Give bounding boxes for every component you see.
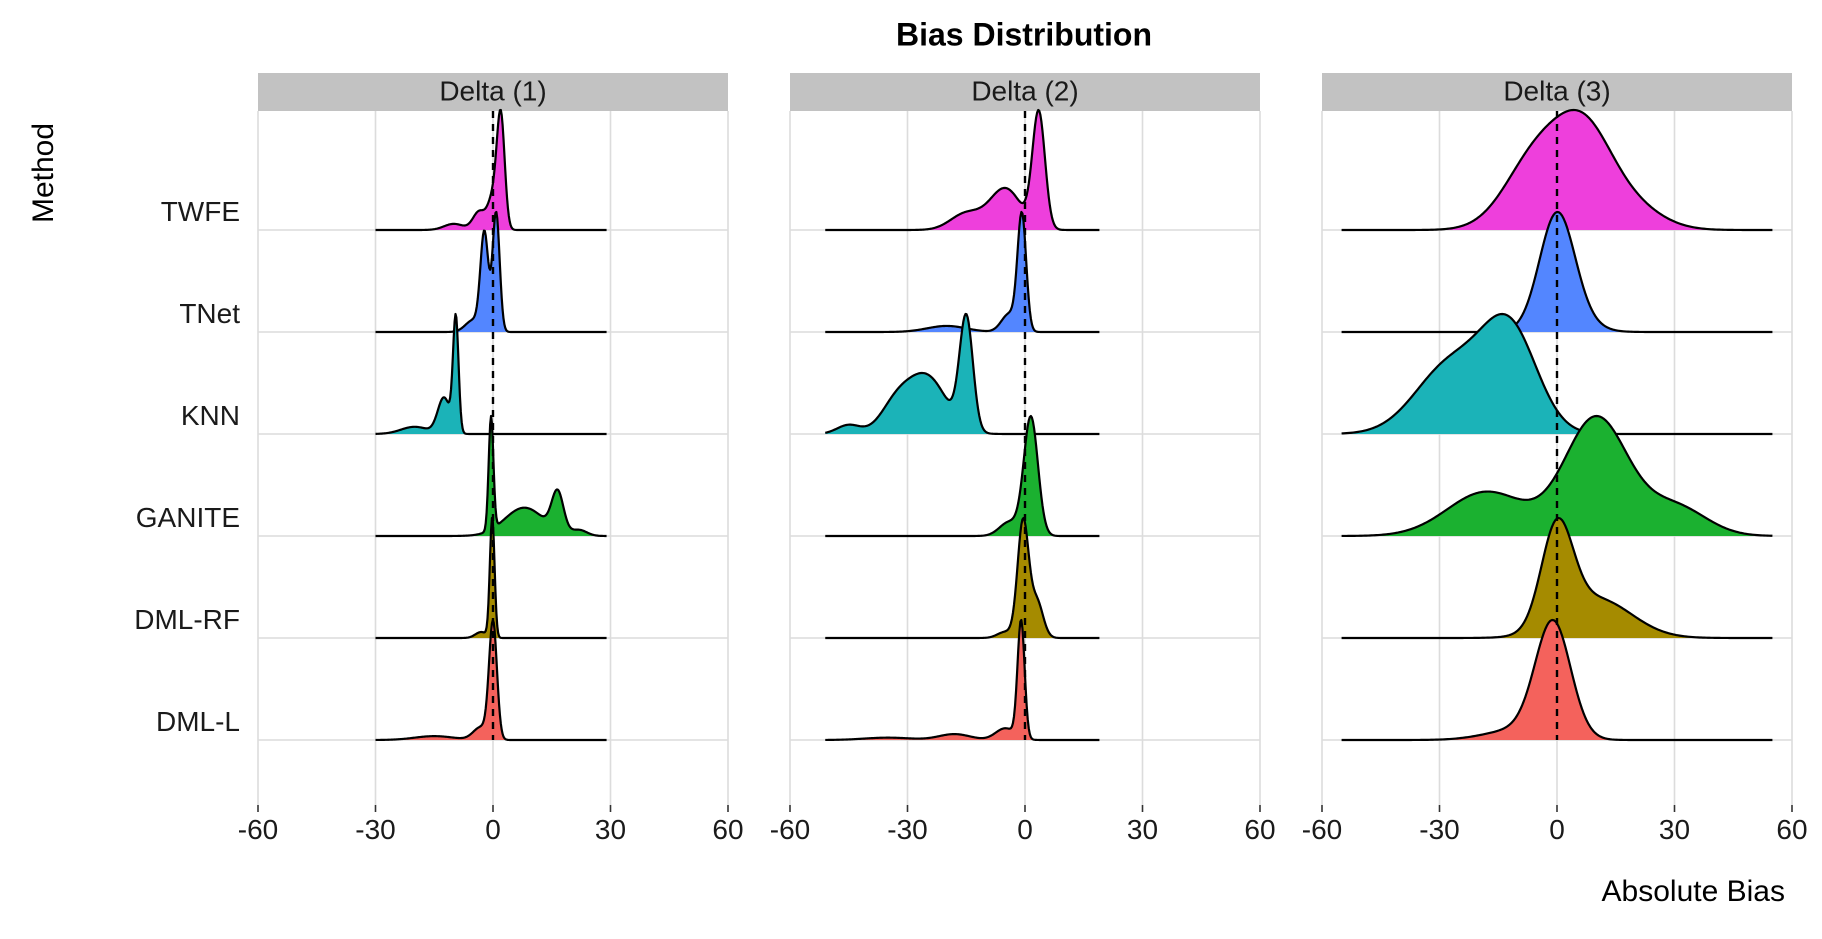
ridge-outline-ganite	[825, 414, 1100, 538]
y-tick-label-dml-l: DML-L	[156, 706, 240, 737]
ridge-outline-dml-l	[375, 618, 607, 742]
ridge-fill-twfe	[825, 110, 1100, 230]
ridge-fill-dml-rf	[375, 518, 607, 638]
x-tick-label: 30	[1127, 814, 1158, 845]
facet-strip-label: Delta (1)	[439, 75, 546, 106]
ridge-ganite	[825, 414, 1100, 538]
y-tick-label-knn: KNN	[181, 400, 240, 431]
ridge-fill-knn	[825, 314, 1100, 434]
ridge-fill-dml-rf	[1341, 518, 1773, 638]
facet-strip	[790, 73, 1260, 111]
facet-strip-label: Delta (2)	[971, 75, 1078, 106]
y-tick-label-twfe: TWFE	[161, 196, 240, 227]
y-tick-label-ganite: GANITE	[136, 502, 240, 533]
ridge-outline-knn	[825, 312, 1100, 436]
x-tick-label: 60	[712, 814, 743, 845]
x-tick-label: 0	[485, 814, 501, 845]
facets: Delta (1) -60 -30 0 30 60 Delta (2) -60 -30 0 30 60…	[238, 73, 1808, 845]
facet-strip	[258, 73, 728, 111]
ridge-fill-dml-rf	[825, 518, 1100, 638]
ridge-outline-dml-rf	[825, 516, 1100, 640]
x-tick-label: -30	[887, 814, 927, 845]
x-tick-label: 30	[595, 814, 626, 845]
y-tick-label-tnet: TNet	[179, 298, 240, 329]
ridge-outline-ganite	[1341, 414, 1773, 538]
x-tick-label: -30	[1419, 814, 1459, 845]
ridge-fill-tnet	[375, 212, 607, 332]
ridge-tnet	[375, 210, 607, 334]
facet-strip	[1322, 73, 1792, 111]
x-tick-label: 30	[1659, 814, 1690, 845]
ridge-dml-rf	[375, 516, 607, 640]
ridge-twfe	[825, 108, 1100, 232]
ridge-outline-dml-rf	[375, 516, 607, 640]
y-tick-label-dml-rf: DML-RF	[134, 604, 240, 635]
x-tick-label: 60	[1776, 814, 1807, 845]
ridge-ganite	[375, 414, 607, 538]
ridge-outline-ganite	[375, 414, 607, 538]
facet-strip-label: Delta (3)	[1503, 75, 1610, 106]
ridge-outline-dml-l	[825, 618, 1100, 742]
x-tick-label: 0	[1017, 814, 1033, 845]
ridge-dml-rf	[825, 516, 1100, 640]
chart-title: Bias Distribution	[896, 16, 1152, 52]
facet-panel-2: Delta (2) -60 -30 0 30 60	[770, 73, 1276, 845]
x-axis-label: Absolute Bias	[1602, 875, 1785, 908]
y-axis-label: Method	[27, 123, 60, 223]
facet-panel-3: Delta (3) -60 -30 0 30 60	[1302, 73, 1808, 845]
x-tick-label: -60	[238, 814, 278, 845]
ridge-fill-dml-l	[375, 620, 607, 740]
ridge-outline-tnet	[1341, 210, 1773, 334]
ridge-fill-ganite	[825, 416, 1100, 536]
ridge-outline-tnet	[375, 210, 607, 334]
y-axis-tick-labels: TWFE TNet KNN GANITE DML-RF DML-L	[134, 196, 240, 737]
ridge-outline-twfe	[825, 108, 1100, 232]
ridge-fill-dml-l	[1341, 620, 1773, 740]
facet-panel-1: Delta (1) -60 -30 0 30 60	[238, 73, 744, 845]
x-tick-label: -60	[770, 814, 810, 845]
x-tick-label: 0	[1549, 814, 1565, 845]
x-tick-label: -60	[1302, 814, 1342, 845]
x-tick-label: 60	[1244, 814, 1275, 845]
ridge-twfe	[375, 108, 607, 232]
ridge-fill-knn	[1341, 314, 1773, 434]
ridge-knn	[825, 312, 1100, 436]
ridge-dml-l	[375, 618, 607, 742]
x-tick-label: -30	[355, 814, 395, 845]
ridge-fill-ganite	[375, 416, 607, 536]
ridge-dml-l	[825, 618, 1100, 742]
ridge-outline-twfe	[375, 108, 607, 232]
ridge-fill-twfe	[375, 110, 607, 230]
